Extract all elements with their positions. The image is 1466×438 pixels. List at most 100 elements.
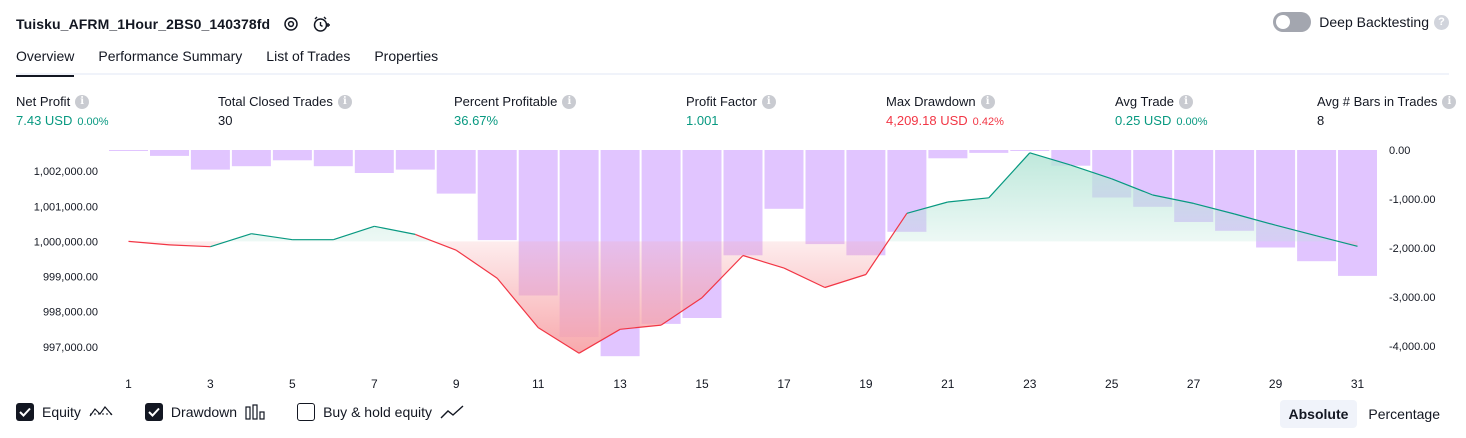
tab-performance-summary[interactable]: Performance Summary [98, 48, 243, 64]
x-axis-tick-label: 31 [1351, 377, 1365, 391]
equity-checkbox[interactable] [16, 403, 34, 421]
help-question-icon[interactable]: ? [1434, 14, 1449, 30]
equity-line-segment [947, 197, 989, 203]
value-mode-switch: Absolute Percentage [1278, 400, 1450, 428]
metric-avg-bars: Avg # Bars in Trades i 8 [1317, 94, 1457, 128]
metric-label: Avg Trade [1115, 94, 1175, 109]
right-axis-tick-label: -1,000.00 [1389, 194, 1435, 206]
tab-overview[interactable]: Overview [16, 48, 75, 77]
x-axis-tick-label: 1 [125, 377, 132, 391]
info-icon[interactable]: i [1442, 94, 1457, 109]
buy-hold-checkbox[interactable] [297, 403, 316, 421]
equity-line-segment [660, 297, 703, 326]
metric-net-profit: Net Profit i 7.43 USD 0.00% [16, 94, 109, 128]
x-axis-tick-label: 19 [859, 377, 873, 391]
equity-line-segment [1152, 194, 1194, 204]
equity-line-segment [824, 273, 867, 289]
drawdown-bar [1010, 150, 1050, 151]
x-axis-tick-label: 17 [777, 377, 791, 391]
metric-percent-profitable: Percent Profitable i 36.67% [454, 94, 577, 128]
equity-line-icon [89, 404, 113, 420]
metric-percent: 0.00% [1176, 116, 1208, 128]
drawdown-bar [354, 150, 394, 173]
tab-properties[interactable]: Properties [374, 48, 439, 64]
metric-label: Percent Profitable [454, 94, 558, 109]
buy-hold-line-icon [440, 404, 464, 420]
metric-label: Profit Factor [686, 94, 757, 109]
info-icon[interactable]: i [980, 94, 995, 109]
drawdown-bar [190, 150, 230, 170]
absolute-button[interactable]: Absolute [1279, 400, 1358, 428]
info-icon[interactable]: i [761, 94, 776, 109]
x-axis-tick-label: 21 [941, 377, 955, 391]
tab-list-of-trades[interactable]: List of Trades [266, 48, 351, 64]
info-icon[interactable]: i [1179, 94, 1194, 109]
report-tabs: Overview Performance Summary List of Tra… [16, 48, 462, 77]
metric-profit-factor: Profit Factor i 1.001 [686, 94, 776, 128]
equity-line-segment [333, 225, 375, 241]
equity-line-segment [988, 152, 1031, 199]
metric-avg-trade: Avg Trade i 0.25 USD 0.00% [1115, 94, 1208, 128]
legend-equity[interactable]: Equity [16, 403, 113, 421]
equity-line-segment [537, 327, 580, 354]
drawdown-bars-icon [245, 404, 265, 420]
drawdown-bar [969, 150, 1009, 153]
drawdown-bar [1338, 150, 1377, 276]
left-axis-tick-label: 1,002,000.00 [34, 166, 98, 178]
x-axis-tick-label: 13 [613, 377, 627, 391]
equity-loss-area [128, 241, 1358, 354]
x-axis-tick-label: 23 [1023, 377, 1037, 391]
legend-label: Buy & hold equity [323, 404, 433, 420]
drawdown-bar [723, 150, 763, 256]
x-axis-tick-label: 11 [532, 377, 545, 391]
legend-buy-hold-equity[interactable]: Buy & hold equity [297, 403, 464, 421]
equity-line-segment [496, 277, 539, 328]
equity-line-segment [865, 212, 908, 275]
info-icon[interactable]: i [562, 94, 577, 109]
metric-percent: 0.42% [972, 116, 1004, 128]
equity-line-segment [374, 225, 416, 235]
metric-value: 8 [1317, 113, 1325, 128]
drawdown-checkbox[interactable] [144, 403, 163, 421]
info-icon[interactable]: i [337, 94, 352, 109]
metric-label: Max Drawdown [886, 94, 976, 109]
add-alert-clock-icon[interactable] [312, 15, 331, 33]
metric-percent: 0.00% [77, 116, 109, 128]
legend-label: Equity [42, 404, 81, 420]
x-axis-tick-label: 7 [371, 377, 378, 391]
settings-gear-icon[interactable] [282, 15, 300, 33]
right-axis-tick-label: 0.00 [1389, 145, 1410, 157]
info-icon[interactable]: i [75, 94, 90, 109]
equity-line-segment [783, 267, 826, 289]
equity-line-segment [701, 255, 744, 299]
metric-label: Total Closed Trades [218, 94, 333, 109]
drawdown-bar [231, 150, 271, 167]
equity-line-segment [1111, 178, 1153, 196]
right-axis-tick-label: -3,000.00 [1389, 292, 1435, 304]
x-axis-tick-label: 5 [289, 377, 296, 391]
equity-line-segment [906, 201, 948, 214]
legend-drawdown[interactable]: Drawdown [144, 403, 265, 421]
chart-legend: Equity Drawdown Buy & hold equity [16, 403, 496, 421]
equity-line-segment [1029, 152, 1071, 166]
drawdown-bar [805, 150, 845, 245]
drawdown-bar [477, 150, 517, 241]
drawdown-bar [928, 150, 968, 159]
equity-line-segment [455, 249, 498, 279]
metric-label: Net Profit [16, 94, 71, 109]
drawdown-bar [313, 150, 353, 167]
deep-backtesting-control: Deep Backtesting ? [1273, 12, 1449, 32]
equity-line-segment [210, 233, 252, 248]
x-axis-tick-label: 27 [1187, 377, 1201, 391]
equity-line-segment [1193, 202, 1235, 215]
deep-backtesting-toggle[interactable] [1273, 12, 1312, 32]
metric-value: 30 [218, 113, 233, 128]
drawdown-bar [272, 150, 312, 161]
drawdown-bar [846, 150, 886, 256]
percentage-button[interactable]: Percentage [1368, 406, 1440, 422]
drawdown-bar [395, 150, 435, 170]
drawdown-bar [109, 150, 148, 151]
deep-backtesting-label: Deep Backtesting [1319, 14, 1429, 30]
tabs-divider [16, 73, 1449, 75]
equity-line-segment [1234, 213, 1276, 226]
